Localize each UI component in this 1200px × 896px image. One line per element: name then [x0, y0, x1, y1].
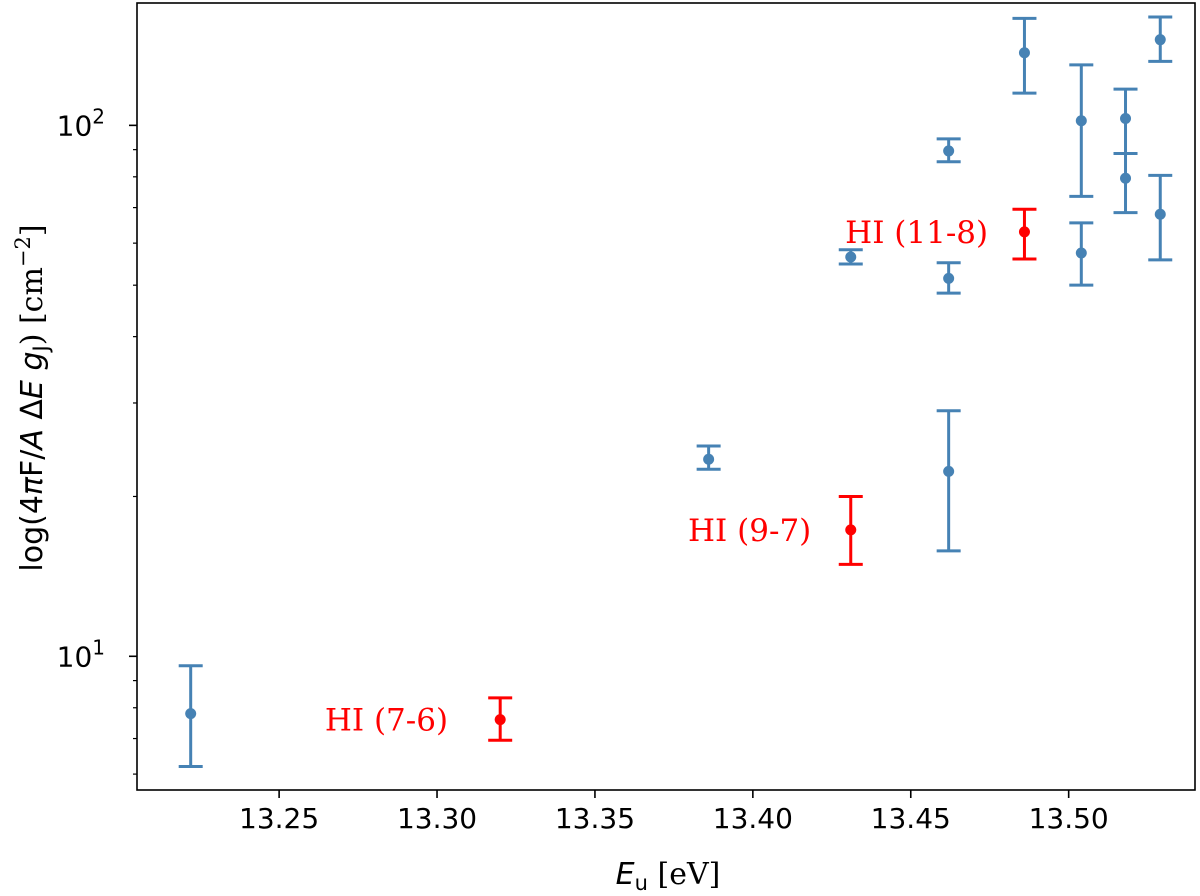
x-tick-label: 13.40	[713, 802, 793, 835]
annotation-label: HI (9-7)	[688, 513, 811, 549]
error-bar	[936, 261, 961, 295]
series-1	[488, 207, 1037, 742]
error-bar	[488, 696, 513, 742]
error-bar	[936, 409, 961, 553]
series-0	[178, 15, 1173, 769]
error-bar	[696, 444, 721, 471]
data-point	[1120, 113, 1132, 125]
x-tick-label: 13.50	[1029, 802, 1109, 835]
x-tick-label: 13.30	[397, 802, 477, 835]
data-point	[845, 524, 857, 536]
data-point	[1154, 208, 1166, 220]
x-axis: 13.25 13.30 13.35 13.40 13.45 13.50	[239, 790, 1109, 835]
data-point	[1154, 34, 1166, 46]
error-bar	[1148, 15, 1173, 63]
error-bar	[838, 248, 863, 266]
data-point	[1018, 47, 1030, 59]
annotations: HI (7-6) HI (9-7) HI (11-8)	[325, 215, 988, 739]
annotation-label: HI (11-8)	[845, 215, 988, 251]
data-point	[494, 714, 506, 726]
data-point	[943, 145, 955, 157]
y-tick-label: 101	[57, 635, 105, 673]
plot-frame	[136, 2, 1196, 791]
data-point	[943, 272, 955, 284]
x-tick-label: 13.25	[239, 802, 319, 835]
data-point	[845, 251, 857, 263]
data-point	[703, 453, 715, 465]
error-bar	[178, 664, 203, 769]
x-axis-label: Eu [eV]	[616, 857, 721, 895]
error-bar	[1012, 16, 1037, 95]
error-bar	[1069, 221, 1094, 287]
data-point	[1075, 115, 1087, 127]
data-point	[1018, 226, 1030, 238]
y-axis: 101 102	[57, 104, 137, 775]
error-bar	[838, 494, 863, 566]
y-axis-label: log(4πF/A ΔE gJ) [cm−2]	[11, 224, 53, 571]
data-point	[1075, 247, 1087, 259]
data-point	[943, 465, 955, 477]
error-bar	[1113, 87, 1138, 156]
error-bar	[1148, 173, 1173, 262]
data-point	[1120, 172, 1132, 184]
error-bar	[1069, 63, 1094, 198]
annotation-label: HI (7-6)	[325, 703, 448, 739]
x-tick-label: 13.35	[555, 802, 635, 835]
chart-marks	[178, 15, 1173, 769]
error-bar	[936, 137, 961, 164]
error-bar	[1012, 207, 1037, 261]
data-point	[185, 708, 197, 720]
x-tick-label: 13.45	[871, 802, 951, 835]
error-bar	[1113, 152, 1138, 215]
y-tick-label: 102	[57, 104, 105, 142]
